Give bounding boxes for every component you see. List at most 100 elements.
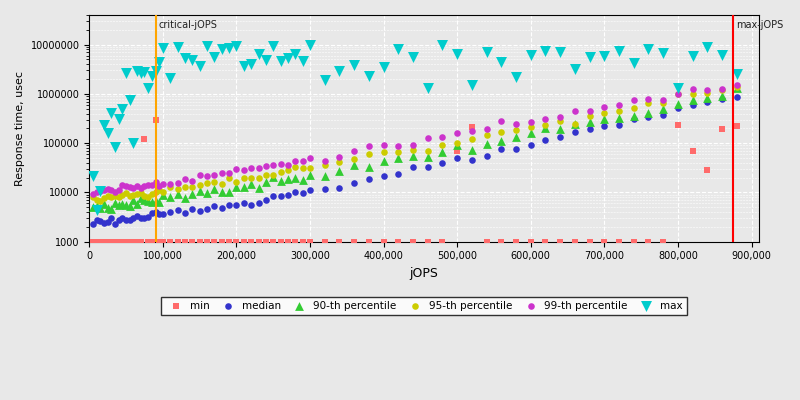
Legend: min, median, 90-th percentile, 95-th percentile, 99-th percentile, max: min, median, 90-th percentile, 95-th per…: [162, 297, 686, 315]
90-th percentile: [134, 195, 147, 202]
min: [127, 238, 140, 245]
95-th percentile: [105, 194, 118, 200]
median: [98, 220, 110, 226]
min: [98, 238, 110, 245]
90-th percentile: [142, 198, 154, 204]
median: [583, 126, 596, 132]
median: [116, 214, 129, 221]
95-th percentile: [153, 187, 166, 194]
99-th percentile: [569, 108, 582, 114]
max: [222, 44, 235, 51]
median: [134, 215, 147, 222]
90-th percentile: [436, 149, 449, 155]
90-th percentile: [90, 203, 103, 209]
95-th percentile: [296, 165, 309, 171]
median: [194, 208, 206, 214]
99-th percentile: [164, 181, 177, 187]
95-th percentile: [127, 192, 140, 198]
90-th percentile: [267, 174, 280, 180]
min: [123, 238, 136, 245]
90-th percentile: [701, 94, 714, 101]
median: [245, 202, 258, 208]
90-th percentile: [105, 206, 118, 213]
median: [178, 210, 191, 216]
95-th percentile: [138, 193, 151, 199]
max: [267, 43, 280, 49]
99-th percentile: [130, 183, 143, 190]
min: [274, 238, 287, 245]
99-th percentile: [436, 134, 449, 140]
99-th percentile: [406, 142, 419, 148]
median: [642, 114, 655, 120]
max: [194, 62, 206, 69]
max: [450, 50, 463, 57]
max: [554, 49, 566, 55]
max: [149, 68, 162, 74]
90-th percentile: [613, 114, 626, 121]
median: [157, 211, 170, 217]
median: [657, 112, 670, 119]
min: [105, 238, 118, 245]
max: [296, 58, 309, 64]
95-th percentile: [701, 90, 714, 96]
min: [222, 238, 235, 245]
median: [222, 202, 235, 208]
median: [142, 214, 154, 220]
95-th percentile: [539, 121, 552, 128]
min: [657, 238, 670, 245]
95-th percentile: [333, 159, 346, 165]
95-th percentile: [230, 178, 243, 185]
90-th percentile: [194, 188, 206, 194]
99-th percentile: [613, 102, 626, 108]
90-th percentile: [127, 197, 140, 203]
95-th percentile: [422, 148, 434, 154]
X-axis label: jOPS: jOPS: [410, 267, 438, 280]
95-th percentile: [318, 162, 331, 169]
min: [539, 238, 552, 245]
min: [627, 238, 640, 245]
99-th percentile: [318, 158, 331, 164]
min: [671, 122, 684, 129]
max: [348, 62, 361, 68]
min: [259, 238, 272, 245]
min: [186, 238, 198, 245]
90-th percentile: [138, 196, 151, 203]
95-th percentile: [598, 110, 610, 116]
max: [730, 70, 743, 77]
95-th percentile: [86, 194, 99, 200]
max: [657, 50, 670, 56]
90-th percentile: [116, 201, 129, 208]
median: [201, 206, 214, 212]
median: [215, 205, 228, 211]
max: [304, 42, 317, 48]
min: [138, 136, 151, 142]
99-th percentile: [171, 180, 184, 186]
max: [642, 46, 655, 52]
90-th percentile: [186, 191, 198, 198]
min: [296, 238, 309, 245]
99-th percentile: [105, 187, 118, 194]
99-th percentile: [112, 187, 125, 193]
99-th percentile: [127, 185, 140, 192]
max: [495, 59, 508, 65]
Text: max-jOPS: max-jOPS: [736, 20, 783, 30]
99-th percentile: [524, 118, 537, 125]
max: [274, 58, 287, 64]
90-th percentile: [157, 192, 170, 198]
min: [642, 238, 655, 245]
min: [178, 238, 191, 245]
90-th percentile: [406, 153, 419, 160]
99-th percentile: [102, 186, 114, 192]
99-th percentile: [149, 178, 162, 185]
min: [583, 238, 596, 245]
min: [730, 123, 743, 130]
99-th percentile: [671, 90, 684, 97]
max: [701, 44, 714, 51]
max: [138, 69, 151, 75]
min: [480, 238, 493, 245]
max: [130, 68, 143, 74]
max: [422, 85, 434, 92]
min: [524, 238, 537, 245]
99-th percentile: [86, 191, 99, 197]
90-th percentile: [318, 173, 331, 179]
